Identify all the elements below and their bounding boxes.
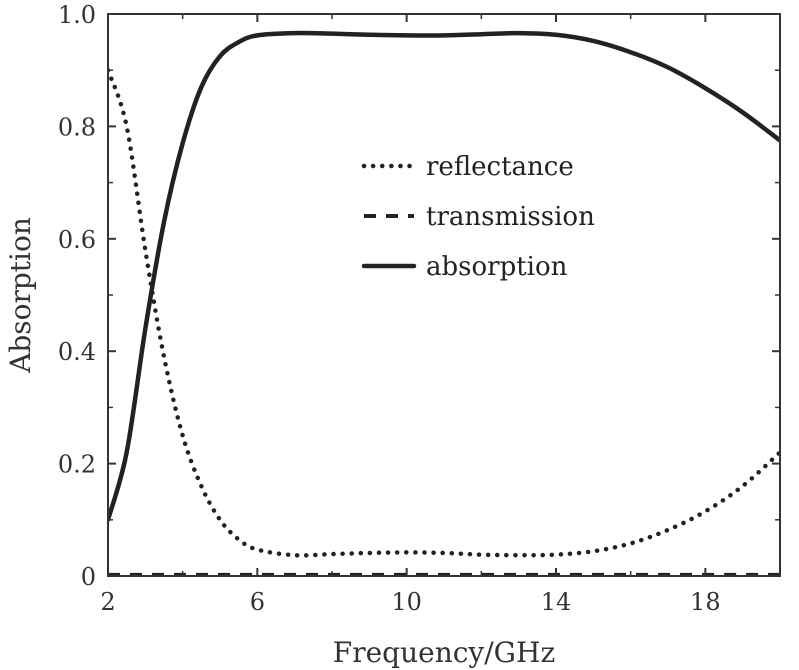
y-tick-label: 1.0: [58, 1, 96, 29]
y-axis-title: Absorption: [4, 217, 37, 374]
y-tick-label: 0.2: [58, 451, 96, 479]
y-tick-label: 0.8: [58, 113, 96, 141]
y-tick-label: 0.4: [58, 338, 96, 366]
x-tick-label: 6: [250, 588, 265, 616]
x-tick-label: 14: [541, 588, 572, 616]
x-axis-title: Frequency/GHz: [333, 636, 555, 669]
y-tick-label: 0: [81, 563, 96, 591]
x-tick-label: 10: [391, 588, 422, 616]
y-tick-label: 0.6: [58, 226, 96, 254]
legend-label-reflectance: reflectance: [426, 152, 574, 182]
legend-label-absorption: absorption: [426, 252, 568, 282]
x-tick-label: 18: [690, 588, 721, 616]
series-line-absorption: [108, 30, 780, 523]
x-tick-label: 2: [100, 588, 115, 616]
legend-label-transmission: transmission: [426, 202, 595, 232]
axes-group: 2 6 10 14 18 0 0.2 0.4 0.6 0.8 1.0: [58, 1, 781, 616]
legend: reflectance transmission absorption: [361, 152, 595, 282]
series-line-reflectance: [108, 67, 780, 558]
